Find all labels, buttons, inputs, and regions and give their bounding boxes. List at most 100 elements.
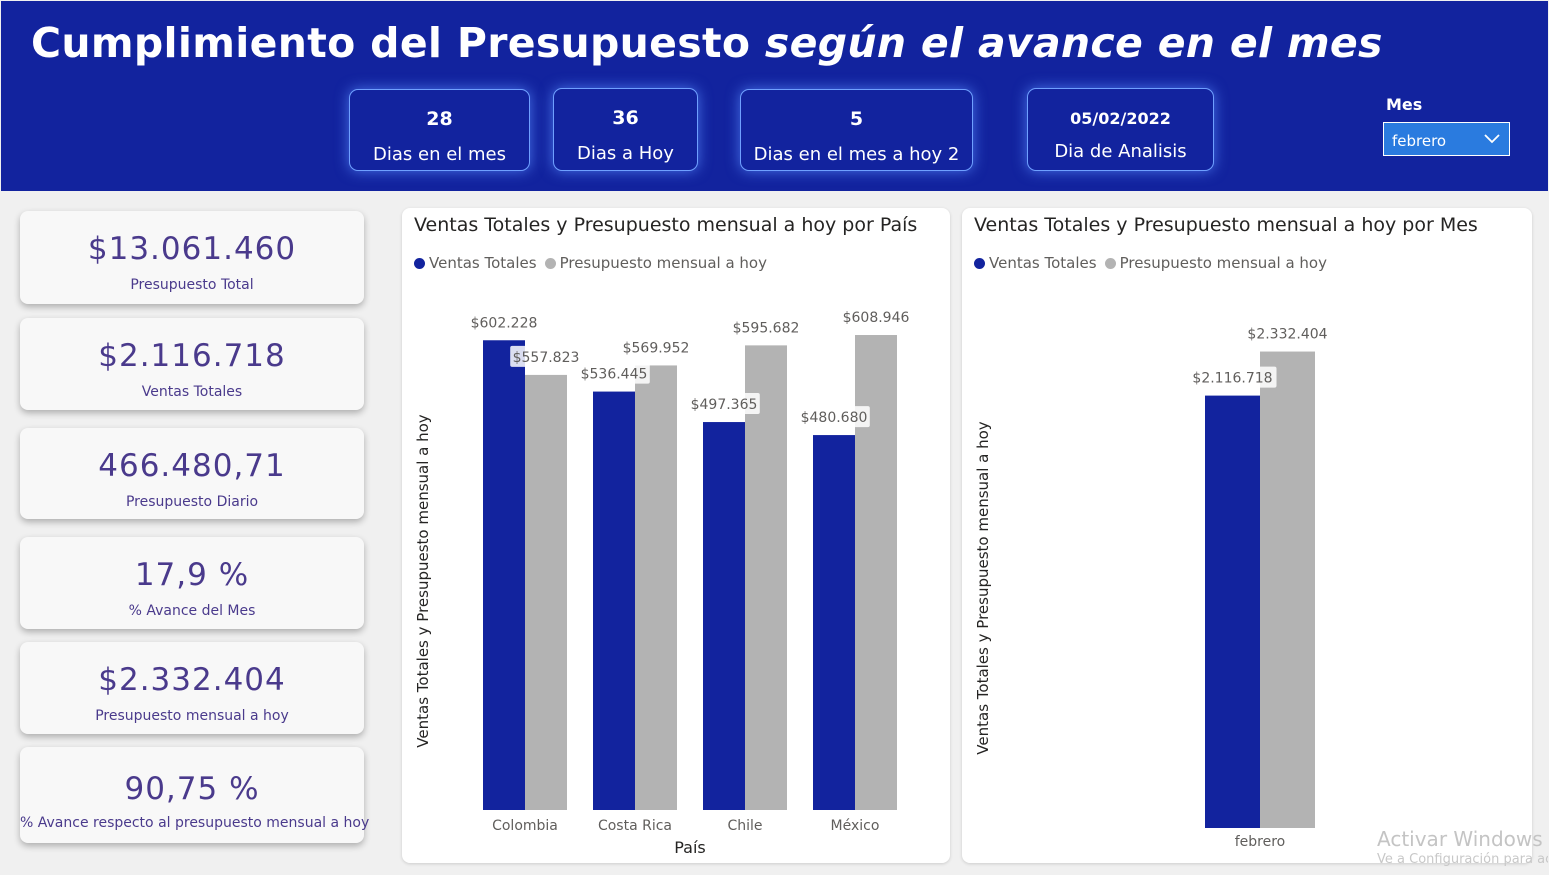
- mes-slicer-dropdown[interactable]: febrero: [1383, 122, 1510, 156]
- bar-ventas-totales[interactable]: [483, 340, 525, 810]
- card-value: 36: [612, 107, 639, 129]
- bar-presupuesto-mensual[interactable]: [635, 365, 677, 810]
- chart-title: Ventas Totales y Presupuesto mensual a h…: [974, 214, 1478, 236]
- data-label: $480.680: [798, 406, 870, 428]
- x-tick-label: México: [831, 818, 880, 834]
- legend-dot: [544, 257, 556, 269]
- card-dias-en-el-mes-a-hoy: 5 Dias en el mes a hoy 2: [740, 89, 973, 171]
- kpi-value: $13.061.460: [87, 231, 297, 267]
- data-label: $608.946: [840, 306, 912, 328]
- legend-item-ventas[interactable]: Ventas Totales: [414, 254, 537, 272]
- mes-slicer-title: Mes: [1386, 95, 1423, 114]
- mes-slicer-value: febrero: [1392, 132, 1447, 150]
- kpi-presupuesto-total: $13.061.460 Presupuesto Total: [20, 211, 364, 304]
- legend-dot: [414, 257, 425, 269]
- data-label: $536.445: [578, 362, 650, 384]
- data-label-bg: [688, 393, 760, 415]
- data-label-text: $608.946: [843, 310, 910, 326]
- legend-label: Ventas Totales: [429, 254, 537, 272]
- data-label-bg: [798, 406, 870, 428]
- legend-label: Presupuesto mensual a hoy: [1119, 254, 1327, 272]
- card-dias-en-el-mes: 28 Dias en el mes: [349, 89, 530, 171]
- bar-ventas-totales[interactable]: [703, 422, 745, 810]
- data-label: $2.332.404: [1243, 322, 1332, 344]
- data-label-bg: [468, 311, 540, 333]
- card-label: Dias en el mes: [373, 144, 506, 165]
- kpi-label: % Avance del Mes: [128, 603, 256, 619]
- data-label-bg: [510, 345, 582, 367]
- kpi-label: Ventas Totales: [141, 384, 243, 400]
- y-axis-title: Ventas Totales y Presupuesto mensual a h…: [974, 421, 992, 754]
- bar-presupuesto-mensual[interactable]: [1260, 351, 1315, 828]
- chart-plot-area: Ventas Totales y Presupuesto mensual a h…: [414, 306, 912, 857]
- card-value: 5: [849, 108, 864, 130]
- activation-watermark: Activar Windows: [1377, 827, 1543, 851]
- chart-ventas-por-mes[interactable]: Ventas Totales y Presupuesto mensual a h…: [962, 208, 1532, 863]
- kpi-presupuesto-diario: 466.480,71 Presupuesto Diario: [20, 428, 364, 519]
- data-label-text: $569.952: [623, 340, 690, 356]
- page-title: Cumplimiento del Presupuesto según el av…: [31, 19, 1383, 67]
- legend-item-presupuesto[interactable]: Presupuesto mensual a hoy: [544, 254, 767, 272]
- bar-presupuesto-mensual[interactable]: [525, 374, 567, 810]
- card-value: 28: [426, 108, 453, 130]
- card-label: Dias en el mes a hoy 2: [753, 144, 960, 165]
- data-label: $602.228: [468, 311, 540, 333]
- chevron-down-icon: [1484, 134, 1500, 144]
- bar-ventas-totales[interactable]: [813, 435, 855, 810]
- legend-item-ventas[interactable]: Ventas Totales: [974, 254, 1097, 272]
- data-label: $497.365: [688, 393, 760, 415]
- card-value: 05/02/2022: [1070, 109, 1171, 128]
- title-emphasis: según el avance en el mes: [764, 19, 1383, 67]
- kpi-label: Presupuesto mensual a hoy: [95, 708, 289, 724]
- x-tick-label: febrero: [1235, 834, 1286, 850]
- chart-legend: Ventas Totales Presupuesto mensual a hoy: [414, 254, 775, 272]
- x-axis-title: País: [674, 838, 706, 857]
- data-label: $595.682: [730, 316, 802, 338]
- kpi-value: 466.480,71: [98, 448, 286, 484]
- kpi-ventas-totales: $2.116.718 Ventas Totales: [20, 318, 364, 410]
- kpi-label: Presupuesto Total: [130, 277, 254, 293]
- kpi-label: Presupuesto Diario: [125, 494, 259, 510]
- data-label-text: $2.116.718: [1192, 371, 1272, 387]
- data-label-text: $536.445: [581, 367, 648, 383]
- kpi-label: % Avance respecto al presupuesto mensual…: [20, 815, 370, 831]
- card-label: Dia de Analisis: [1054, 141, 1187, 162]
- chart-ventas-por-pais[interactable]: Ventas Totales y Presupuesto mensual a h…: [402, 208, 950, 863]
- data-label-text: $595.682: [733, 320, 800, 336]
- x-tick-label: Costa Rica: [598, 818, 672, 834]
- title-main: Cumplimiento del Presupuesto: [31, 19, 765, 67]
- bar-ventas-totales[interactable]: [1205, 395, 1260, 828]
- x-tick-label: Chile: [727, 818, 762, 834]
- bar-presupuesto-mensual[interactable]: [745, 345, 787, 810]
- x-tick-label: Colombia: [492, 818, 558, 834]
- data-label-bg: [1188, 366, 1277, 388]
- card-label: Dias a Hoy: [577, 143, 674, 164]
- data-label: $2.116.718: [1188, 366, 1277, 388]
- header-banner: Cumplimiento del Presupuesto según el av…: [1, 1, 1548, 191]
- y-axis-title: Ventas Totales y Presupuesto mensual a h…: [414, 414, 432, 747]
- data-label-text: $557.823: [513, 350, 580, 366]
- legend-dot: [1104, 257, 1116, 269]
- chart-title: Ventas Totales y Presupuesto mensual a h…: [414, 214, 918, 236]
- data-label-text: $2.332.404: [1247, 327, 1327, 343]
- kpi-value: 17,9 %: [134, 557, 250, 593]
- data-label-bg: [730, 316, 802, 338]
- data-label-bg: [578, 362, 650, 384]
- bar-ventas-totales[interactable]: [593, 391, 635, 810]
- kpi-avance-del-mes: 17,9 % % Avance del Mes: [20, 537, 364, 629]
- data-label-text: $480.680: [801, 410, 868, 426]
- data-label: $569.952: [620, 336, 692, 358]
- data-label: $557.823: [510, 345, 582, 367]
- data-label-text: $497.365: [691, 397, 758, 413]
- activation-watermark-sub: Ve a Configuración para activar Windows.: [1377, 852, 1548, 867]
- legend-item-presupuesto[interactable]: Presupuesto mensual a hoy: [1104, 254, 1327, 272]
- kpi-value: $2.116.718: [98, 338, 286, 374]
- data-label-text: $602.228: [471, 315, 538, 331]
- data-label-bg: [620, 336, 692, 358]
- data-label-bg: [840, 306, 912, 328]
- card-dia-de-analisis: 05/02/2022 Dia de Analisis: [1027, 88, 1214, 171]
- kpi-presupuesto-mensual-a-hoy: $2.332.404 Presupuesto mensual a hoy: [20, 642, 364, 734]
- legend-dot: [974, 257, 985, 269]
- legend-label: Presupuesto mensual a hoy: [559, 254, 767, 272]
- kpi-avance-respecto-presupuesto: 90,75 % % Avance respecto al presupuesto…: [20, 747, 370, 843]
